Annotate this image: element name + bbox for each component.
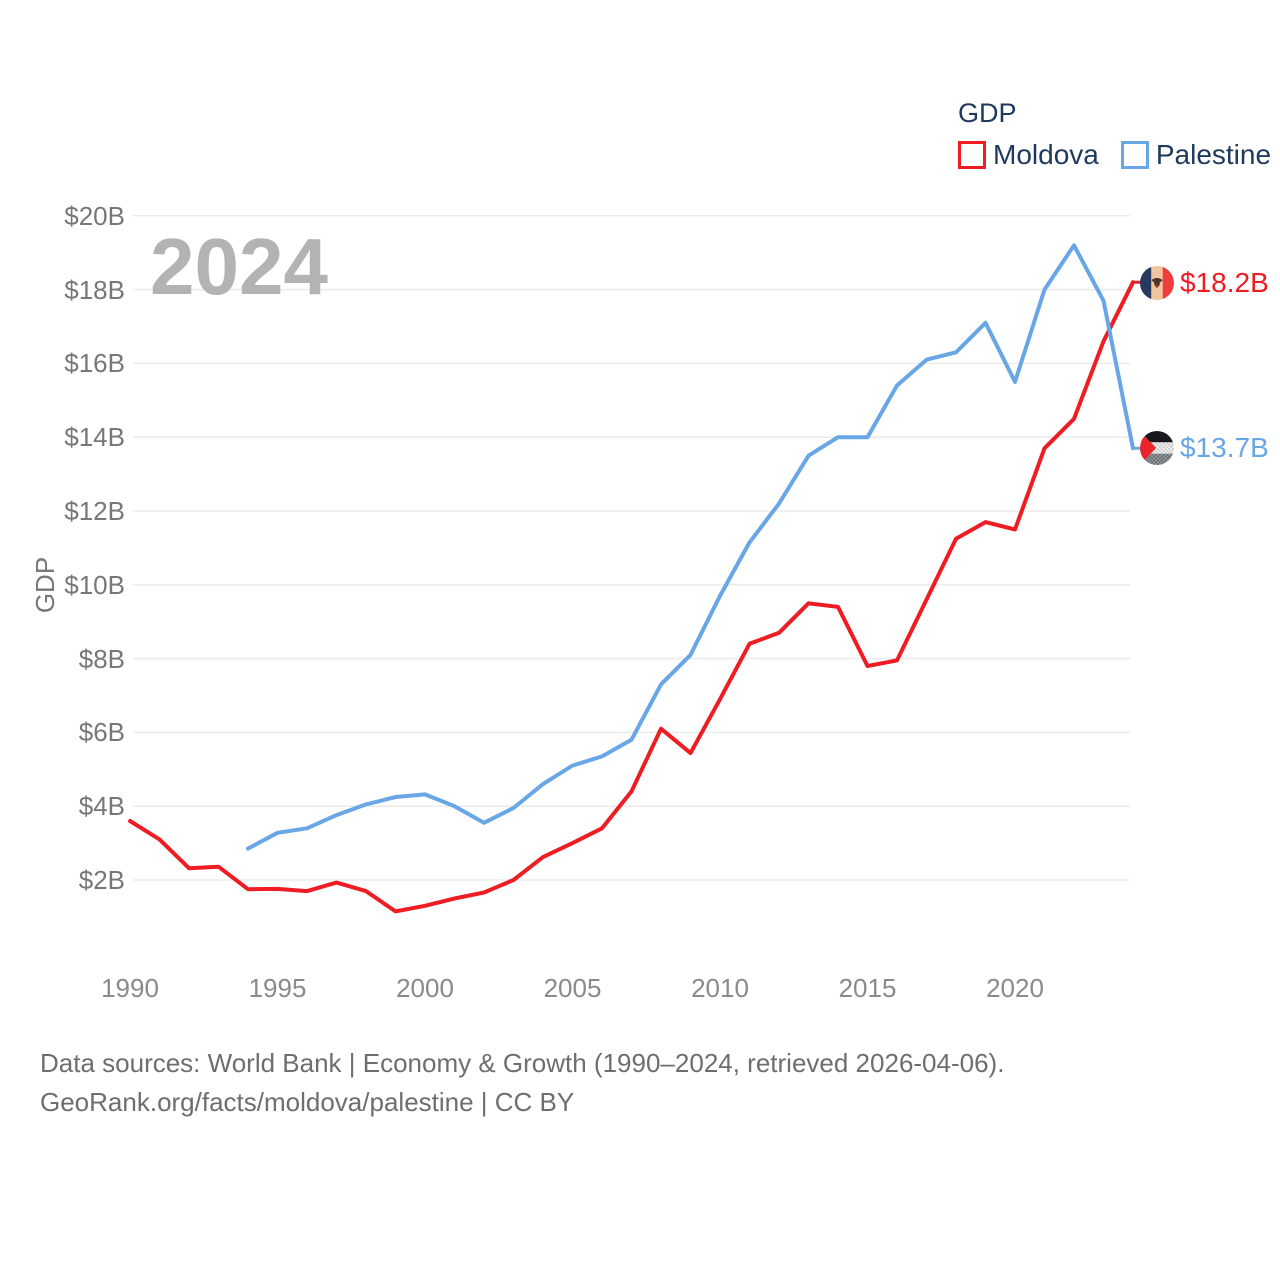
moldova-end-label: $18.2B (1140, 266, 1269, 300)
legend-row: Moldova Palestine (958, 140, 1271, 170)
y-tick-label: $8B (78, 643, 125, 674)
legend-label-moldova: Moldova (993, 139, 1099, 170)
x-tick-label: 2000 (396, 973, 454, 1003)
y-tick-label: $10B (64, 569, 125, 600)
x-tick-label: 2005 (543, 973, 602, 1003)
palestine-line (246, 243, 1135, 851)
x-tick-label: 2010 (691, 973, 749, 1003)
footer: Data sources: World Bank | Economy & Gro… (40, 1044, 1004, 1122)
x-tick-label: 1995 (248, 973, 307, 1003)
y-tick-label: $2B (78, 865, 125, 895)
legend-label-palestine: Palestine (1155, 139, 1272, 170)
palestine-end-value: $13.7B (1180, 432, 1269, 463)
moldova-flag-icon (1140, 266, 1174, 300)
legend: GDP Moldova Palestine (958, 98, 1271, 170)
x-tick-label: 1990 (101, 973, 159, 1003)
palestine-end-label: $13.7B (1140, 431, 1269, 465)
footer-attribution-line: GeoRank.org/facts/moldova/palestine | CC… (40, 1087, 575, 1117)
y-tick-label: $12B (64, 496, 125, 526)
moldova-series-swatch (958, 141, 986, 169)
plot-area (128, 215, 1141, 914)
y-tick-label: $4B (78, 791, 125, 822)
y-tick-label: $20B (64, 200, 125, 231)
year-watermark: 2024 (150, 222, 328, 311)
moldova-line (128, 280, 1135, 914)
y-tick-label: $18B (64, 274, 125, 305)
palestine-series-swatch (1120, 141, 1149, 169)
y-tick-label: $16B (64, 348, 125, 379)
palestine-flag-icon (1140, 431, 1174, 465)
x-tick-label: 2015 (838, 973, 897, 1003)
y-tick-label: $6B (78, 717, 125, 748)
footer-sources-line: Data sources: World Bank | Economy & Gro… (40, 1048, 1005, 1078)
legend-item-palestine[interactable]: Palestine (1120, 139, 1272, 170)
x-tick-label: 2020 (986, 973, 1044, 1003)
y-tick-label: $14B (64, 422, 125, 453)
moldova-end-value: $18.2B (1180, 267, 1269, 298)
legend-item-moldova[interactable]: Moldova (958, 140, 1099, 170)
legend-title: GDP (958, 98, 1017, 128)
